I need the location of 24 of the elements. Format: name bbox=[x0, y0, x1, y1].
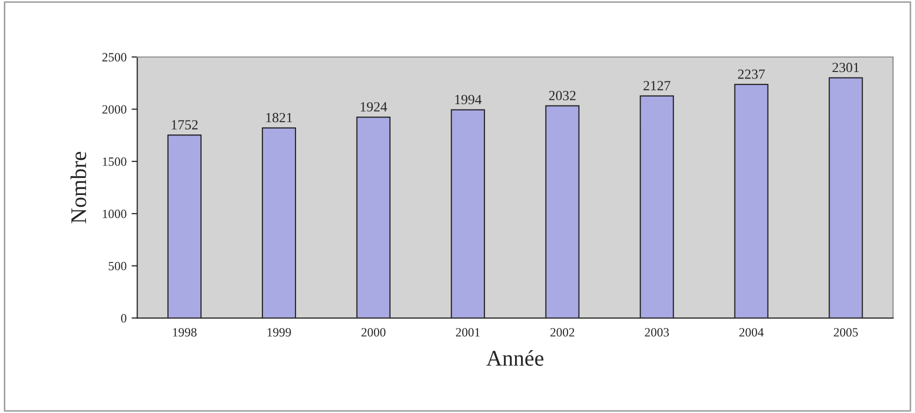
y-tick-label: 2500 bbox=[102, 53, 126, 62]
data-label: 2237 bbox=[738, 70, 765, 79]
data-label: 1924 bbox=[360, 102, 388, 112]
data-label: 1994 bbox=[455, 94, 482, 104]
x-tick-label: 2005 bbox=[834, 328, 858, 337]
x-tick-label: 2004 bbox=[739, 328, 764, 337]
y-tick-label: 500 bbox=[108, 262, 126, 270]
data-label: 1821 bbox=[266, 112, 292, 122]
x-tick-label: 1998 bbox=[173, 328, 197, 337]
x-tick-label: 2001 bbox=[456, 328, 480, 337]
x-tick-label: 2000 bbox=[361, 328, 386, 337]
data-label: 2127 bbox=[644, 81, 670, 90]
y-tick-label: 0 bbox=[121, 314, 126, 322]
y-tick-label: 1500 bbox=[102, 157, 126, 166]
y-axis-title: Nombre bbox=[70, 152, 86, 224]
data-label: 2032 bbox=[549, 90, 576, 100]
y-tick-label: 2000 bbox=[102, 105, 126, 114]
data-label: 1752 bbox=[172, 120, 198, 130]
y-tick-label: 1000 bbox=[102, 210, 126, 218]
x-tick-label: 1999 bbox=[268, 328, 291, 337]
x-axis-title: Année bbox=[486, 350, 544, 366]
x-tick-label: 2003 bbox=[644, 328, 669, 337]
x-tick-label: 2002 bbox=[550, 328, 574, 337]
data-label: 2301 bbox=[832, 62, 859, 72]
